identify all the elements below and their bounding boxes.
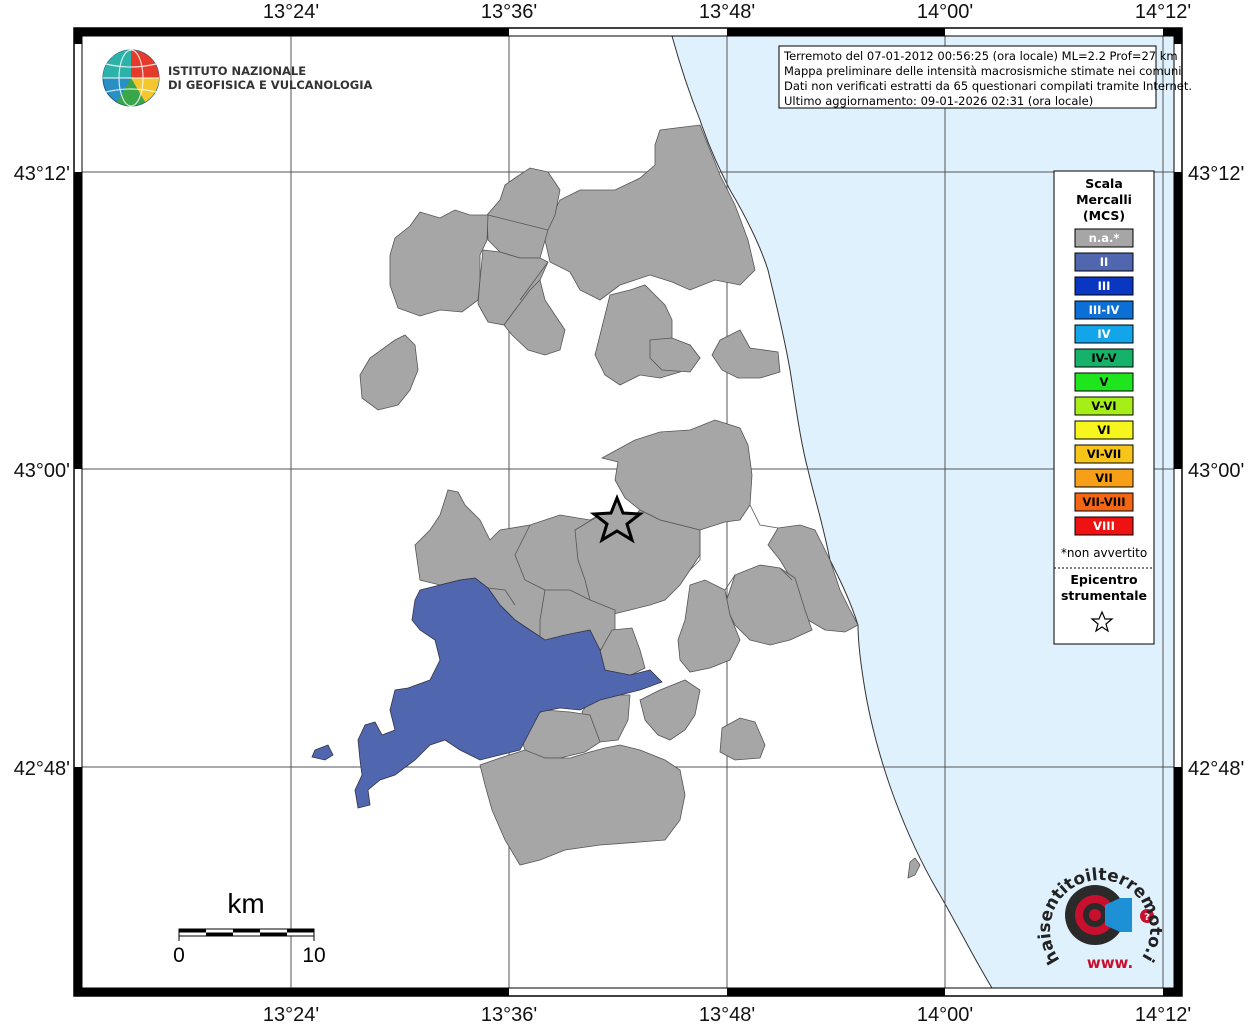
legend-swatch-label: VI (1097, 423, 1110, 437)
left-axis-label: 43°00' (14, 460, 70, 482)
municipality-area (600, 419, 753, 531)
legend: Scala Mercalli (MCS) n.a.*IIIIIIII-IVIVI… (1053, 170, 1155, 645)
legend-title-line: Scala (1085, 176, 1123, 191)
legend-items: n.a.*IIIIIIII-IVIVIV-VVV-VIVIVI-VIIVIIVI… (1074, 228, 1134, 536)
legend-swatch (1074, 396, 1134, 416)
legend-title-line: (MCS) (1083, 208, 1125, 223)
municipality-area (907, 857, 921, 879)
municipality-area (544, 124, 756, 301)
scale-bar: km 0 10 (173, 888, 326, 967)
info-line: Mappa preliminare delle intensità macros… (784, 64, 1181, 78)
municipality-area (711, 329, 781, 379)
adriatic-sea (672, 36, 1174, 988)
top-axis-labels: 13°24' 13°36' 13°48' 14°00' 14°12' (263, 1, 1191, 23)
svg-text:?: ? (1144, 912, 1150, 923)
legend-swatch-label: IV-V (1091, 351, 1116, 365)
municipality-area (479, 744, 686, 866)
municipality-area (724, 564, 813, 646)
municipality-borders (487, 214, 793, 606)
legend-swatch-label: III-IV (1089, 303, 1120, 317)
legend-swatch-label: IV (1097, 327, 1110, 341)
ingv-name-line1: ISTITUTO NAZIONALE (168, 64, 306, 78)
left-axis-labels: 43°12' 43°00' 42°48' (14, 163, 70, 780)
ingv-logo: ISTITUTO NAZIONALE DI GEOFISICA E VULCAN… (102, 49, 373, 107)
right-axis-label: 42°48' (1188, 758, 1244, 780)
right-axis-label: 43°00' (1188, 460, 1244, 482)
epicenter-star-icon (589, 493, 645, 544)
scale-end: 10 (302, 944, 325, 967)
municipality-area (519, 709, 601, 759)
legend-swatch-label: VIII (1093, 519, 1115, 533)
legend-swatch-label: VI-VII (1087, 447, 1122, 461)
bottom-axis-label: 14°00' (917, 1004, 973, 1024)
municipality-area (649, 337, 701, 373)
legend-swatch (1074, 324, 1134, 344)
bottom-axis-labels: 13°24' 13°36' 13°48' 14°00' 14°12' (263, 1004, 1191, 1024)
hsit-question-icon (1140, 909, 1154, 923)
municipality-area (639, 679, 701, 741)
ingv-name-line2: DI GEOFISICA E VULCANOLOGIA (168, 78, 373, 92)
legend-swatch-label: VII (1095, 471, 1112, 485)
hsit-speaker-icon (1105, 898, 1132, 932)
municipality-area (359, 334, 419, 411)
legend-swatch-label: VII-VIII (1082, 495, 1125, 509)
legend-swatch (1074, 516, 1134, 536)
scale-start: 0 (173, 944, 185, 967)
frame-ticks (74, 28, 1182, 996)
legend-swatch (1074, 444, 1134, 464)
municipality-area (719, 717, 766, 761)
top-axis-label: 13°36' (481, 1, 537, 23)
legend-star-icon (1090, 610, 1114, 633)
bottom-axis-label: 13°36' (481, 1004, 537, 1024)
legend-epicenter-line: Epicentro (1070, 572, 1138, 587)
map-frame (73, 27, 1183, 997)
bottom-axis-label: 13°24' (263, 1004, 319, 1024)
info-line: Ultimo aggiornamento: 09-01-2026 02:31 (… (784, 94, 1093, 108)
legend-swatch (1074, 420, 1134, 440)
legend-swatch (1074, 348, 1134, 368)
legend-swatch-label: n.a.* (1089, 231, 1120, 245)
legend-note: *non avvertito (1061, 546, 1147, 560)
info-box: Terremoto del 07-01-2012 00:56:25 (ora l… (778, 45, 1192, 109)
top-axis-label: 14°12' (1135, 1, 1191, 23)
left-axis-label: 42°48' (14, 758, 70, 780)
top-axis-label: 14°00' (917, 1, 973, 23)
top-axis-label: 13°48' (699, 1, 755, 23)
municipality-intensity-II-fragment (311, 744, 334, 761)
legend-swatch (1074, 300, 1134, 320)
legend-swatch-label: II (1100, 255, 1109, 269)
municipality-area (767, 524, 859, 633)
municipalities-not-felt (359, 124, 921, 879)
hsit-www: www. (1087, 954, 1133, 972)
bottom-axis-label: 13°48' (699, 1004, 755, 1024)
scale-unit: km (227, 888, 264, 919)
legend-swatch-label: III (1098, 279, 1111, 293)
municipality-area (503, 279, 566, 356)
top-axis-label: 13°24' (263, 1, 319, 23)
coastline (671, 35, 993, 989)
right-axis-label: 43°12' (1188, 163, 1244, 185)
map-inner-frame (81, 35, 1175, 989)
municipality-intensity-II (354, 577, 663, 809)
legend-swatch (1074, 252, 1134, 272)
legend-epicenter-line: strumentale (1061, 588, 1147, 603)
legend-swatch (1074, 276, 1134, 296)
legend-swatch (1074, 228, 1134, 248)
right-axis-labels: 43°12' 43°00' 42°48' (1188, 163, 1244, 780)
legend-swatch-label: V (1100, 375, 1109, 389)
info-line: Terremoto del 07-01-2012 00:56:25 (ora l… (783, 49, 1178, 63)
legend-swatch (1074, 492, 1134, 512)
municipality-area (389, 209, 489, 317)
info-line: Dati non verificati estratti da 65 quest… (784, 79, 1192, 93)
legend-swatch-label: V-VI (1091, 399, 1116, 413)
legend-swatch (1074, 372, 1134, 392)
left-axis-label: 43°12' (14, 163, 70, 185)
legend-swatch (1074, 468, 1134, 488)
bottom-axis-label: 14°12' (1135, 1004, 1191, 1024)
legend-title-line: Mercalli (1076, 192, 1132, 207)
municipality-area (677, 579, 741, 673)
